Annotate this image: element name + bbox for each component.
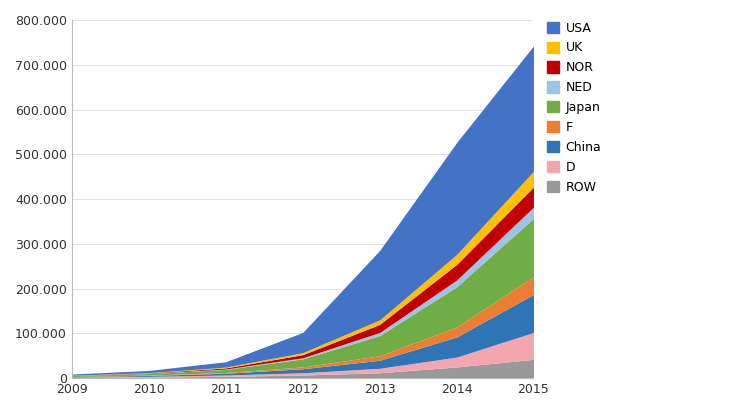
- Legend: USA, UK, NOR, NED, Japan, F, China, D, ROW: USA, UK, NOR, NED, Japan, F, China, D, R…: [545, 19, 604, 196]
